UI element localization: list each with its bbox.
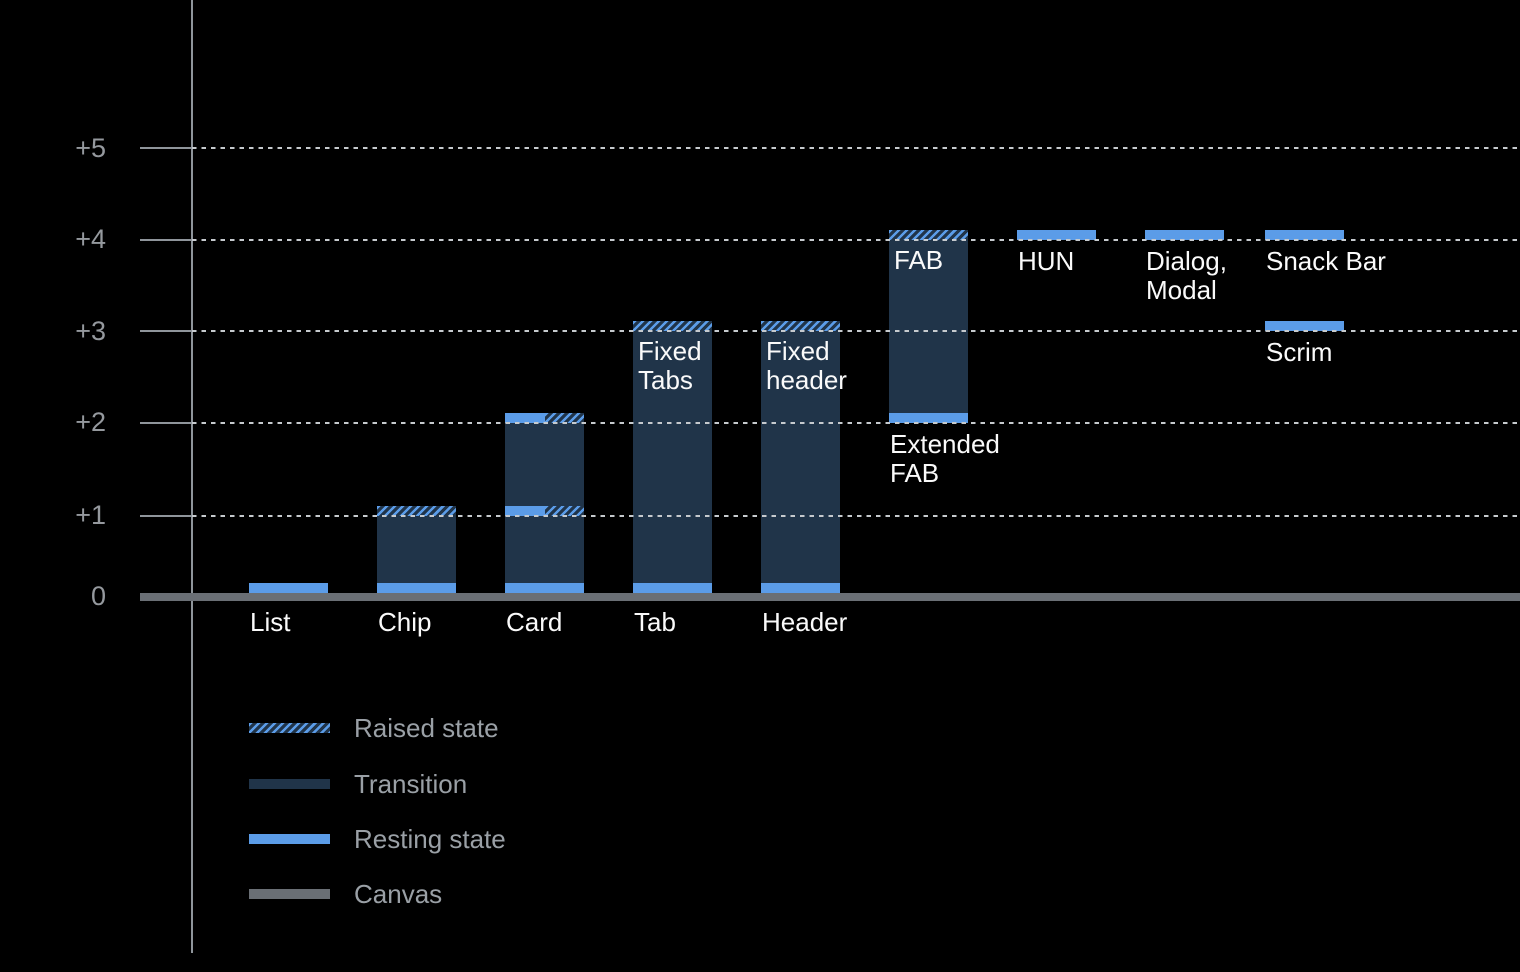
y-tick-label-5: +5 [75, 133, 106, 163]
gridline-5 [192, 147, 1520, 149]
y-tick-label-4: +4 [75, 224, 106, 254]
y-tick-mark-5 [140, 147, 192, 149]
band-resting-snack-bar-scrim-4 [1265, 229, 1344, 240]
legend-item-resting-state: Resting state [249, 824, 506, 854]
bar-body-chip [377, 515, 456, 593]
y-tick-label-1: +1 [75, 500, 106, 530]
legend-item-transition: Transition [249, 769, 467, 799]
y-tick-label-2: +2 [75, 407, 106, 437]
legend-label: Transition [354, 768, 468, 799]
canvas-swatch-icon [249, 889, 330, 899]
column-label-list: List [250, 607, 291, 637]
gridline-3 [192, 330, 1520, 332]
y-tick-mark-2 [140, 421, 192, 424]
raised-state-swatch-icon [249, 723, 330, 733]
bar-below-label-fab: Extended FAB [890, 428, 1000, 488]
y-axis-line [191, 0, 193, 953]
band-resting-dialog-modal-4 [1145, 229, 1224, 240]
column-label-header: Header [762, 607, 848, 637]
band-raised-tab-3 [633, 321, 712, 331]
band-resting-tab-0 [633, 582, 712, 593]
y-tick-label-0: 0 [90, 581, 106, 611]
gridline-4 [192, 238, 1520, 241]
column-label-tab: Tab [634, 607, 676, 637]
bar-body-tab [633, 331, 712, 593]
band-resting-card-0 [505, 582, 584, 593]
raised-half [544, 412, 584, 423]
bar-inner-label-tab: Fixed Tabs [638, 336, 702, 395]
band-resting-header-0 [761, 582, 840, 593]
band-label-scrim: Scrim [1266, 337, 1333, 367]
legend-item-raised-state: Raised state [249, 713, 499, 743]
band-label-snack-bar: Snack Bar [1266, 245, 1386, 276]
band-raised-header-3 [761, 321, 840, 331]
resting-half [505, 505, 545, 516]
bar-inner-label-header: Fixed header [766, 336, 847, 395]
canvas-baseline [140, 592, 1520, 601]
legend-item-canvas: Canvas [249, 879, 442, 909]
bar-body-header [761, 331, 840, 593]
band-resting-list-0 [249, 582, 328, 593]
column-label-chip: Chip [378, 607, 432, 637]
band-label-dialog-modal: Dialog, Modal [1146, 245, 1227, 305]
transition-swatch-icon [249, 779, 330, 789]
band-raised-chip-1 [377, 505, 456, 516]
legend-label: Canvas [354, 878, 443, 909]
band-split-card-1 [505, 505, 584, 516]
gridline-1 [192, 514, 1520, 517]
column-label-card: Card [506, 607, 563, 637]
band-split-card-2 [505, 412, 584, 423]
y-tick-label-3: +3 [75, 316, 106, 346]
gridline-2 [192, 421, 1520, 424]
resting-half [505, 412, 545, 423]
band-resting-chip-0 [377, 582, 456, 593]
legend-label: Resting state [354, 823, 506, 854]
y-tick-mark-3 [140, 330, 192, 332]
raised-half [544, 505, 584, 516]
band-resting-snack-bar-scrim-3 [1265, 321, 1344, 331]
band-raised-fab-4 [889, 229, 968, 240]
band-resting-fab-2 [889, 412, 968, 423]
resting-state-swatch-icon [249, 834, 330, 844]
y-tick-mark-4 [140, 238, 192, 241]
band-label-hun: HUN [1018, 245, 1075, 276]
bar-inner-label-fab: FAB [894, 244, 944, 275]
legend-label: Raised state [354, 712, 499, 743]
band-resting-hun-4 [1017, 229, 1096, 240]
y-tick-mark-1 [140, 514, 192, 517]
